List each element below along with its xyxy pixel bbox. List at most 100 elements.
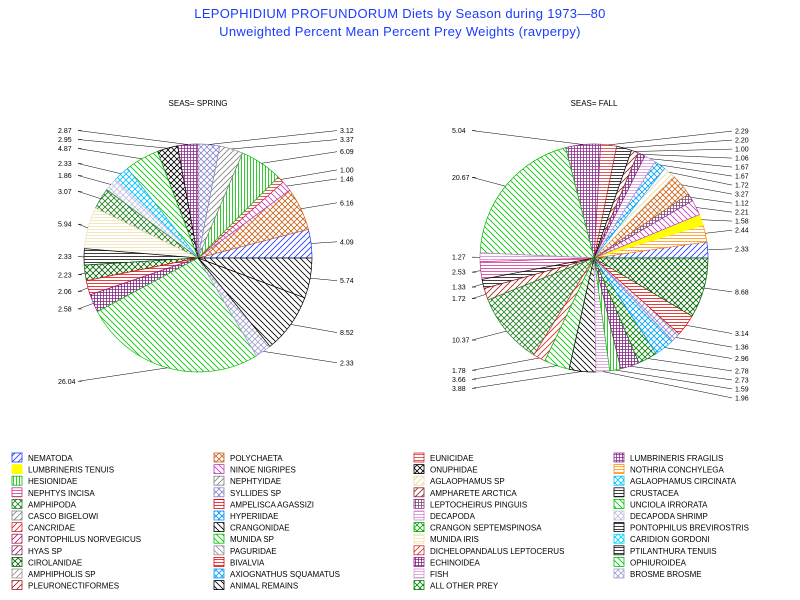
legend-item-pontophilus-brevirostris: PONTOPHILUS BREVIROSTRIS [613, 522, 749, 533]
legend-swatch [413, 498, 425, 509]
slice-label-cirolanidae: 8.68 [735, 289, 749, 296]
legend-item-hyas-sp: HYAS SP [11, 545, 62, 556]
legend-item-crangon-septemspinosa: CRANGON SEPTEMSPINOSA [413, 522, 542, 533]
leader-line [664, 347, 733, 359]
slice-label-leptocheirus-pinguis: 1.12 [735, 201, 749, 208]
slice-label-munida-iris: 5.94 [58, 222, 72, 229]
slice-label-crangonidae: 8.52 [340, 330, 354, 337]
legend-item-ninoe-nigripes: NINOE NIGRIPES [213, 464, 296, 475]
slice-label-nephtys-incisa: 2.53 [452, 270, 466, 277]
legend-swatch [11, 510, 23, 521]
leader-line [208, 130, 338, 145]
legend-swatch [213, 533, 225, 544]
leader-line [615, 369, 733, 390]
legend-label: HYAS SP [28, 547, 62, 556]
legend-item-onuphidae: ONUPHIDAE [413, 464, 478, 475]
legend-item-leptocheirus-pinguis: LEPTOCHEIRUS PINGUIS [413, 498, 527, 509]
legend-swatch [213, 452, 225, 463]
legend-swatch [11, 498, 23, 509]
legend-item-cancridae: CANCRIDAE [11, 522, 75, 533]
legend-item-nephtys-incisa: NEPHTYS INCISA [11, 487, 95, 498]
legend-item-syllides-sp: SYLLIDES SP [213, 487, 281, 498]
slice-label-fish: 1.96 [735, 395, 749, 402]
leader-line [696, 207, 733, 213]
slice-label-dichelopandalus-leptocerus: 1.78 [452, 368, 466, 375]
slice-label-lumbrineris-fragilis: 2.87 [58, 128, 72, 135]
slice-label-pleuronectiformes: 1.72 [452, 296, 466, 303]
legend-swatch [11, 557, 23, 567]
leader-line [286, 178, 338, 187]
slice-label-syllides-sp: 3.12 [340, 128, 354, 135]
pie-title: SEAS= SPRING [169, 99, 228, 108]
legend-item-echinoidea: ECHINOIDEA [413, 557, 480, 567]
legend-swatch [413, 464, 425, 475]
leader-line [77, 272, 86, 276]
legend-label: EUNICIDAE [430, 454, 474, 463]
leader-line [471, 270, 481, 273]
slice-label-nematoda: 2.33 [735, 246, 749, 253]
leader-line [77, 148, 142, 160]
legend-item-lumbrineris-fragilis: LUMBRINERIS FRAGILIS [613, 452, 723, 463]
slice-label-echinoidea: 2.58 [58, 307, 72, 314]
legend-label: HYPERIIDAE [230, 512, 278, 521]
legend-swatch [413, 557, 425, 567]
legend-swatch [213, 568, 225, 579]
leader-line [290, 324, 338, 333]
legend-label: DECAPODA SHRIMP [630, 512, 708, 521]
legend-item-fish: FISH [413, 568, 448, 579]
legend-label: DICHELOPANDALUS LEPTOCERUS [430, 547, 564, 556]
legend-swatch [613, 533, 625, 544]
legend-item-aglaophamus-circinata: AGLAOPHAMUS CIRCINATA [613, 475, 737, 486]
leader-line [261, 151, 338, 164]
legend-item-amphipholis-sp: AMPHIPHOLIS SP [11, 568, 96, 579]
leader-line [77, 139, 168, 149]
legend-swatch [613, 545, 625, 556]
leader-line [77, 130, 188, 145]
leader-line [471, 283, 484, 288]
legend-swatch [11, 580, 23, 590]
legend-swatch [613, 510, 625, 521]
legend-swatch [613, 464, 625, 475]
legend-label: AMPHIPODA [28, 500, 77, 509]
legend-label: AGLAOPHAMUS CIRCINATA [630, 477, 737, 486]
slice-label-munida-sp: 4.87 [58, 146, 72, 153]
slice-label-echinoidea: 2.73 [735, 377, 749, 384]
leader-line [690, 197, 733, 204]
leader-line [634, 148, 733, 152]
legend-swatch [613, 475, 625, 486]
pie-slice-unciola-irrorata [479, 147, 595, 259]
legend-item-ophiuroidea: OPHIUROIDEA [613, 557, 687, 567]
slice-label-cirolanidae: 2.23 [58, 272, 72, 279]
legend-item-brosme-brosme: BROSME BROSME [613, 568, 702, 579]
slice-label-animal-remains: 5.74 [340, 278, 354, 285]
legend-label: PLEURONECTIFORMES [28, 582, 119, 591]
legend-item-polychaeta: POLYCHAETA [213, 452, 283, 463]
slice-label-ampelisca-agassizi: 2.06 [58, 289, 72, 296]
slice-label-aglaophamus-sp: 1.72 [735, 183, 749, 190]
leader-line [231, 139, 338, 150]
legend-item-hesionidae: HESIONIDAE [11, 475, 77, 486]
legend-item-axiognathus-squamatus: AXIOGNATHUS SQUAMATUS [213, 568, 340, 579]
legend-label: AMPELISCA AGASSIZI [230, 500, 314, 509]
slice-label-fish: 1.67 [735, 165, 749, 172]
leader-line [669, 172, 733, 186]
slice-label-brosme-brosme: 2.33 [340, 360, 354, 367]
legend-item-amphipoda: AMPHIPODA [11, 498, 77, 509]
legend-swatch [613, 568, 625, 579]
legend-label: NINOE NIGRIPES [230, 466, 296, 475]
legend-label: NEMATODA [28, 454, 73, 463]
slice-label-crustacea: 2.33 [58, 254, 72, 261]
legend-item-eunicidae: EUNICIDAE [413, 452, 474, 463]
chart-subtitle: Unweighted Percent Mean Percent Prey Wei… [219, 24, 581, 39]
legend-item-dichelopandalus-leptocerus: DICHELOPANDALUS LEPTOCERUS [413, 545, 564, 556]
leader-line [471, 371, 583, 389]
legend-label: NEPHTYS INCISA [28, 489, 95, 498]
leader-line [624, 139, 733, 149]
legend-swatch [213, 580, 225, 590]
legend-label: UNCIOLA IRRORATA [630, 500, 708, 509]
leader-line [310, 277, 338, 281]
legend-swatch [11, 545, 23, 556]
legend-label: NEPHTYIDAE [230, 477, 281, 486]
leader-line [707, 248, 733, 251]
legend-swatch [213, 487, 225, 498]
